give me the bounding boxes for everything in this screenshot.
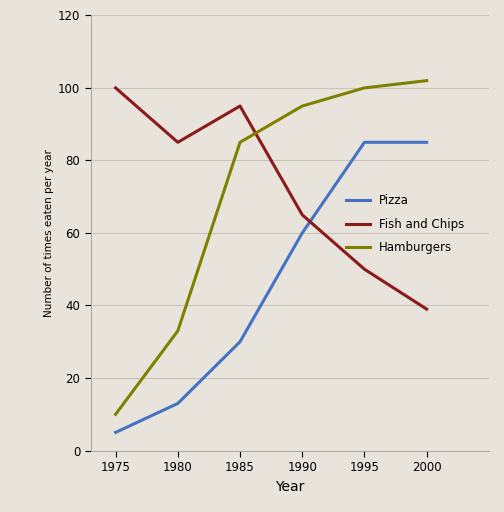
Line: Pizza: Pizza bbox=[115, 142, 427, 433]
Line: Hamburgers: Hamburgers bbox=[115, 81, 427, 414]
Legend: Pizza, Fish and Chips, Hamburgers: Pizza, Fish and Chips, Hamburgers bbox=[342, 189, 469, 259]
Pizza bbox=[361, 139, 367, 145]
Hamburgers bbox=[299, 103, 305, 109]
Fish and Chips bbox=[237, 103, 243, 109]
Pizza bbox=[237, 339, 243, 345]
Fish and Chips bbox=[299, 212, 305, 218]
Y-axis label: Number of times eaten per year: Number of times eaten per year bbox=[44, 149, 54, 317]
Pizza bbox=[112, 430, 118, 436]
Line: Fish and Chips: Fish and Chips bbox=[115, 88, 427, 309]
Fish and Chips bbox=[112, 85, 118, 91]
Hamburgers bbox=[237, 139, 243, 145]
Hamburgers bbox=[361, 85, 367, 91]
X-axis label: Year: Year bbox=[275, 480, 304, 494]
Fish and Chips bbox=[175, 139, 181, 145]
Fish and Chips bbox=[361, 266, 367, 272]
Pizza bbox=[424, 139, 430, 145]
Fish and Chips bbox=[424, 306, 430, 312]
Pizza bbox=[175, 400, 181, 407]
Hamburgers bbox=[424, 78, 430, 84]
Hamburgers bbox=[112, 411, 118, 417]
Hamburgers bbox=[175, 328, 181, 334]
Pizza bbox=[299, 230, 305, 236]
